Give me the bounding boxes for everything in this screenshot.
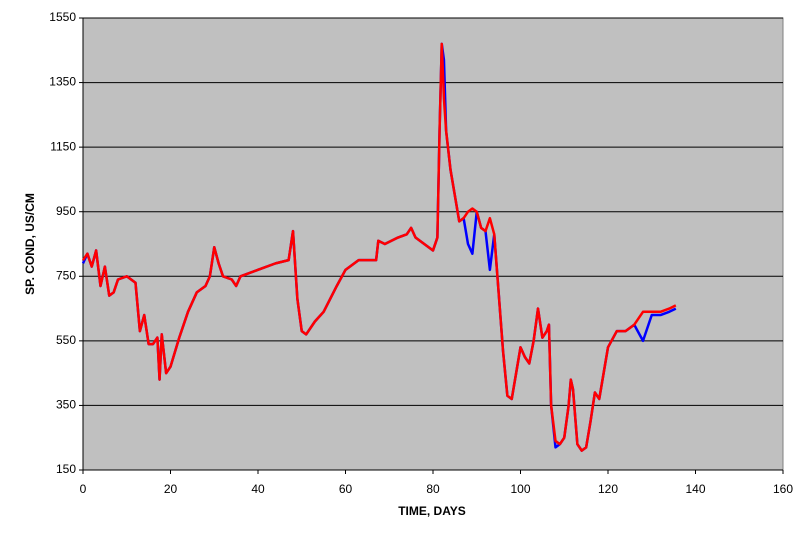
y-tick-label: 1150 [50, 139, 76, 153]
x-tick-label: 0 [80, 482, 87, 496]
x-tick-label: 60 [339, 482, 353, 496]
x-tick-label: 100 [510, 482, 530, 496]
x-tick-label: 40 [251, 482, 265, 496]
x-tick-label: 120 [598, 482, 618, 496]
y-tick-label: 1550 [49, 10, 76, 24]
y-tick-label: 950 [56, 204, 76, 218]
y-tick-label: 150 [56, 462, 76, 476]
x-axis-title: TIME, DAYS [398, 504, 466, 518]
y-tick-label: 350 [56, 398, 76, 412]
x-tick-label: 80 [426, 482, 440, 496]
y-tick-label: 750 [56, 268, 76, 282]
data-line [81, 42, 677, 452]
x-tick-label: 20 [164, 482, 178, 496]
y-tick-label: 1350 [49, 75, 76, 89]
y-tick-label: 550 [56, 333, 76, 347]
plot-area [82, 17, 784, 471]
x-tick-label: 160 [773, 482, 793, 496]
y-axis-title: SP. COND, US/CM [23, 193, 37, 295]
x-tick-label: 140 [685, 482, 705, 496]
